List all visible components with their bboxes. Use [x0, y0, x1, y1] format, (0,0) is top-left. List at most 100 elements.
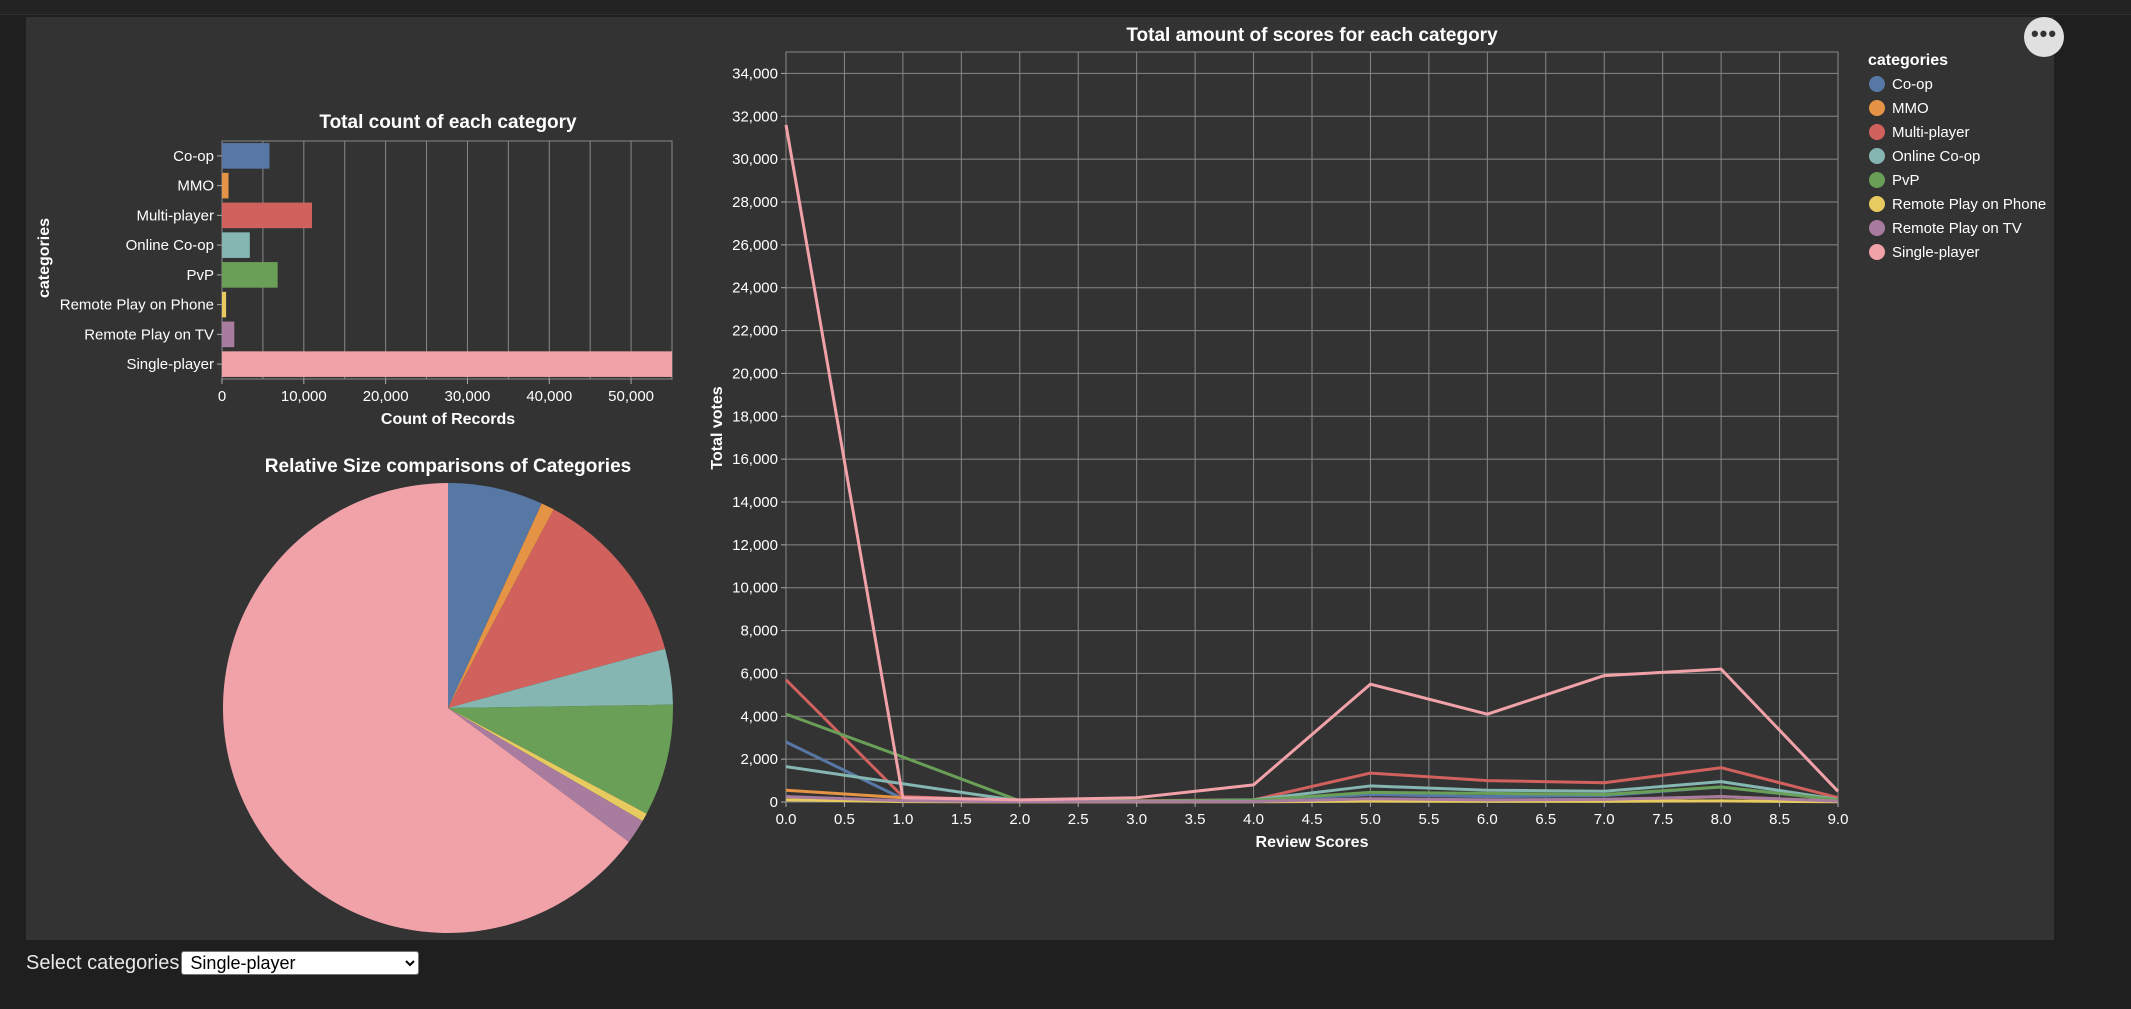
- bar-label-single-player: Single-player: [126, 356, 214, 373]
- line-chart-x-ticks: 0.0 0.5 1.0 1.5 2.0 2.5 3.0 3.5 4.0 4.5 5.0 5.5 6.0 6…: [776, 802, 1849, 828]
- bar-label-remote-play-on-tv: Remote Play on TV: [84, 326, 214, 343]
- line-y-tick-label: 12,000: [732, 537, 778, 554]
- bar-chart-bars: [222, 143, 672, 377]
- bar-label-mmo: MMO: [177, 178, 214, 195]
- top-bar: [0, 0, 2131, 15]
- pie-slice-mmo: [448, 503, 554, 708]
- bar-label-online-co-op: Online Co-op: [126, 237, 214, 254]
- bar-chart-x-axis-title: Count of Records: [381, 411, 515, 428]
- line-x-tick-label: 8.5: [1769, 811, 1790, 828]
- line-chart-x-axis-title: Review Scores: [1256, 834, 1369, 851]
- line-x-tick-label: 0.5: [834, 811, 855, 828]
- line-y-tick-label: 6,000: [740, 665, 778, 682]
- line-chart-y-ticks: 0 2,000 4,000 6,000 8,000 10,000 12,000 14,000 1…: [732, 65, 786, 811]
- line-x-tick-label: 3.5: [1185, 811, 1206, 828]
- line-y-tick-label: 34,000: [732, 65, 778, 82]
- category-selector: Select categories Single-player: [26, 950, 420, 976]
- line-y-tick-label: 0: [770, 794, 778, 811]
- categories-select[interactable]: Single-player: [181, 951, 420, 975]
- line-y-tick-label: 28,000: [732, 194, 778, 211]
- line-x-tick-label: 4.0: [1243, 811, 1264, 828]
- legend-swatch-online-co-op: [1869, 148, 1885, 164]
- line-x-tick-label: 3.0: [1126, 811, 1147, 828]
- line-chart-legend: categories Co-op MMO Multi-player Online Co…: [1868, 52, 2046, 261]
- line-x-tick-label: 7.5: [1652, 811, 1673, 828]
- line-x-tick-label: 1.5: [951, 811, 972, 828]
- bar-chart: Total count of each category Co-op MMO Mul…: [36, 112, 673, 428]
- line-x-tick-label: 6.0: [1477, 811, 1498, 828]
- bar-x-tick-label: 20,000: [363, 388, 409, 405]
- line-y-tick-label: 26,000: [732, 237, 778, 254]
- legend-label-co-op: Co-op: [1892, 76, 1933, 93]
- line-y-tick-label: 24,000: [732, 280, 778, 297]
- select-categories-label: Select categories: [26, 951, 180, 974]
- line-x-tick-label: 5.0: [1360, 811, 1381, 828]
- line-x-tick-label: 0.0: [776, 811, 797, 828]
- line-y-tick-label: 4,000: [740, 708, 778, 725]
- bar-multi-player: [222, 202, 312, 229]
- legend-label-remote-play-on-phone: Remote Play on Phone: [1892, 196, 2046, 213]
- line-chart: Total amount of scores for each category…: [709, 25, 1848, 851]
- pie-slice-multi-player: [448, 509, 666, 708]
- pie-chart-title: Relative Size comparisons of Categories: [265, 456, 631, 477]
- bar-remote-play-on-tv: [222, 321, 235, 348]
- line-y-tick-label: 22,000: [732, 323, 778, 340]
- pie-slice-remote-play-on-phone: [448, 708, 647, 821]
- line-series-single-player: [784, 124, 1840, 802]
- legend-label-remote-play-on-tv: Remote Play on TV: [1892, 220, 2022, 237]
- legend-swatch-single-player: [1869, 244, 1885, 260]
- bar-x-tick-label: 30,000: [445, 388, 491, 405]
- line-y-tick-label: 8,000: [740, 623, 778, 640]
- line-y-tick-label: 16,000: [732, 451, 778, 468]
- bar-label-remote-play-on-phone: Remote Play on Phone: [60, 297, 214, 314]
- bar-label-pvp: PvP: [186, 267, 214, 284]
- bar-chart-y-axis-title: categories: [36, 218, 53, 298]
- line-series-remote-play-on-tv: [785, 795, 1839, 804]
- actions-menu-button[interactable]: •••: [2024, 17, 2064, 57]
- bar-chart-category-labels: Co-op MMO Multi-player Online Co-op PvP Remot…: [60, 148, 222, 373]
- bar-co-op: [222, 143, 270, 169]
- legend-swatch-multi-player: [1869, 124, 1885, 140]
- line-chart-series: [784, 124, 1840, 804]
- bar-x-tick-label: 10,000: [281, 388, 327, 405]
- line-x-tick-label: 8.0: [1711, 811, 1732, 828]
- legend-label-multi-player: Multi-player: [1892, 124, 1970, 141]
- legend-title: categories: [1868, 52, 1948, 69]
- bar-plot-frame: [221, 140, 673, 380]
- line-chart-grid: [785, 51, 1839, 803]
- line-y-tick-label: 2,000: [740, 751, 778, 768]
- pie-slice-online-co-op: [448, 648, 673, 708]
- line-y-tick-label: 10,000: [732, 580, 778, 597]
- bar-pvp: [222, 262, 278, 288]
- pie-slice-single-player: [223, 483, 629, 933]
- bar-label-co-op: Co-op: [173, 148, 214, 165]
- legend-swatch-mmo: [1869, 100, 1885, 116]
- line-series-pvp: [785, 712, 1839, 803]
- pie-chart: Relative Size comparisons of Categories: [223, 456, 673, 933]
- bar-x-tick-label: 50,000: [608, 388, 654, 405]
- pie-slice-pvp: [448, 704, 673, 814]
- line-x-tick-label: 2.5: [1068, 811, 1089, 828]
- bar-chart-title: Total count of each category: [319, 112, 577, 133]
- legend-label-single-player: Single-player: [1892, 244, 1980, 261]
- line-x-tick-label: 9.0: [1828, 811, 1849, 828]
- line-chart-title: Total amount of scores for each category: [1126, 25, 1498, 46]
- line-y-tick-label: 14,000: [732, 494, 778, 511]
- bar-x-tick-label: 0: [218, 388, 226, 405]
- line-y-tick-label: 20,000: [732, 365, 778, 382]
- line-x-tick-label: 2.0: [1009, 811, 1030, 828]
- line-series-online-co-op: [785, 765, 1839, 803]
- line-x-tick-label: 4.5: [1302, 811, 1323, 828]
- legend-label-online-co-op: Online Co-op: [1892, 148, 1980, 165]
- line-chart-y-axis-title: Total votes: [709, 386, 726, 469]
- legend-swatch-pvp: [1869, 172, 1885, 188]
- bar-online-co-op: [222, 232, 250, 258]
- bar-chart-x-ticks: 0 10,000 20,000 30,000 40,000 50,000: [218, 379, 654, 405]
- legend-swatch-remote-play-on-tv: [1869, 220, 1885, 236]
- line-x-tick-label: 1.0: [892, 811, 913, 828]
- legend-label-mmo: MMO: [1892, 100, 1929, 117]
- pie-chart-slices: [223, 483, 673, 933]
- pie-slice-co-op: [448, 483, 542, 708]
- bar-remote-play-on-phone: [222, 291, 227, 318]
